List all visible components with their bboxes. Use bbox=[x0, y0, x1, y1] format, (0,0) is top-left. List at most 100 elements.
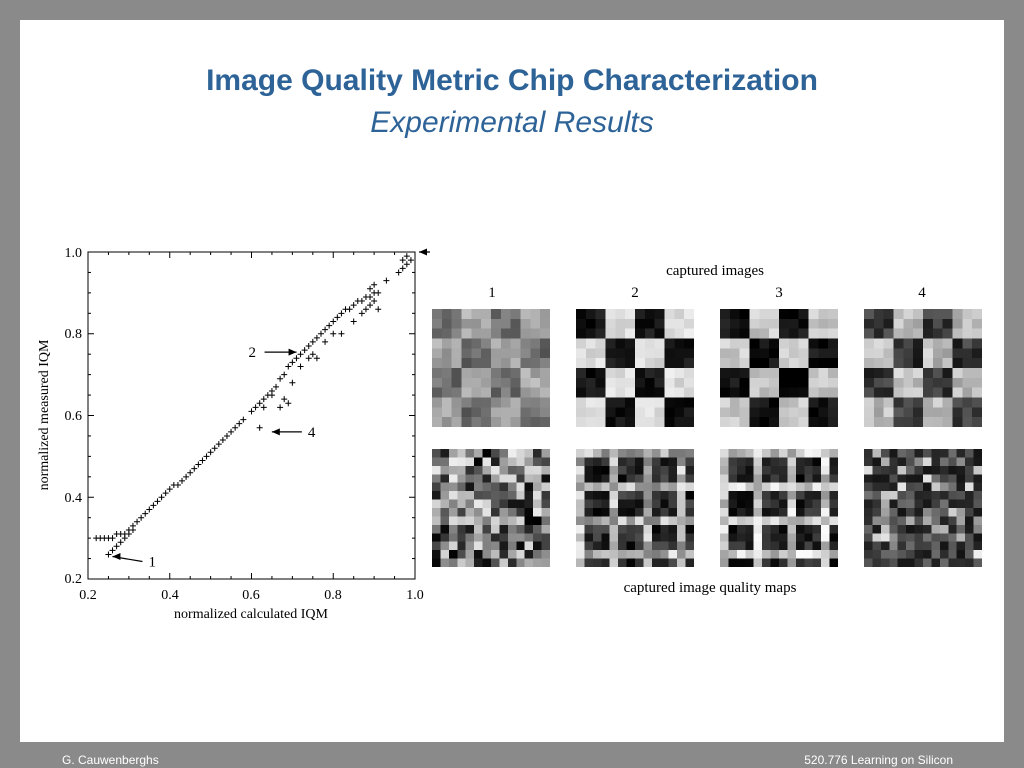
quality-map-4 bbox=[864, 449, 982, 567]
y-tick-labels: 0.2 0.4 0.6 0.8 1.0 bbox=[65, 246, 83, 587]
data-points bbox=[93, 253, 414, 558]
data-point bbox=[367, 285, 374, 292]
data-point bbox=[338, 330, 345, 337]
data-point bbox=[309, 338, 316, 345]
data-point bbox=[358, 298, 365, 305]
data-point bbox=[117, 539, 124, 546]
y-tick-label: 0.2 bbox=[65, 572, 83, 587]
data-point bbox=[146, 506, 153, 513]
data-point bbox=[281, 371, 288, 378]
data-point bbox=[121, 535, 128, 542]
data-point bbox=[407, 257, 414, 264]
data-point bbox=[203, 453, 210, 460]
image-label-1: 1 bbox=[488, 285, 496, 301]
data-point bbox=[187, 469, 194, 476]
quality-map-1 bbox=[432, 449, 550, 567]
x-axis-label: normalized calculated IQM bbox=[174, 607, 328, 622]
data-point bbox=[277, 375, 284, 382]
data-point bbox=[362, 306, 369, 313]
data-point bbox=[285, 400, 292, 407]
data-point bbox=[305, 343, 312, 350]
data-point bbox=[301, 347, 308, 354]
data-point bbox=[273, 383, 280, 390]
quality-maps-caption: captured image quality maps bbox=[623, 580, 797, 596]
data-point bbox=[260, 404, 267, 411]
slide-title: Image Quality Metric Chip Characterizati… bbox=[206, 64, 818, 97]
data-point bbox=[334, 314, 341, 321]
data-point bbox=[305, 355, 312, 362]
annotation-label: 2 bbox=[249, 345, 256, 361]
data-point bbox=[371, 298, 378, 305]
data-point bbox=[367, 293, 374, 300]
captured-image-1 bbox=[432, 309, 550, 427]
data-point bbox=[105, 551, 112, 558]
data-point bbox=[256, 400, 263, 407]
data-point bbox=[174, 481, 181, 488]
data-point bbox=[223, 432, 230, 439]
data-point bbox=[322, 338, 329, 345]
plot-frame bbox=[87, 251, 416, 580]
data-point bbox=[142, 510, 149, 517]
image-label-2: 2 bbox=[631, 285, 639, 301]
data-point bbox=[395, 269, 402, 276]
x-tick-labels: 0.2 0.4 0.6 0.8 1.0 bbox=[79, 588, 424, 603]
data-point bbox=[399, 257, 406, 264]
data-point bbox=[403, 261, 410, 268]
x-tick-label: 0.4 bbox=[161, 588, 179, 603]
image-label-4: 4 bbox=[918, 285, 926, 301]
data-point bbox=[195, 461, 202, 468]
y-tick-label: 0.6 bbox=[65, 409, 83, 424]
data-point bbox=[191, 465, 198, 472]
data-point bbox=[367, 302, 374, 309]
data-point bbox=[330, 318, 337, 325]
data-point bbox=[219, 437, 226, 444]
data-point bbox=[281, 396, 288, 403]
captured-images-caption: captured images bbox=[666, 263, 764, 279]
y-tick-label: 1.0 bbox=[65, 246, 83, 261]
quality-map-3 bbox=[720, 449, 838, 567]
data-point bbox=[371, 281, 378, 288]
data-point bbox=[313, 334, 320, 341]
data-point bbox=[162, 490, 169, 497]
annotation-label: 1 bbox=[148, 555, 156, 571]
data-point bbox=[375, 306, 382, 313]
data-point bbox=[158, 494, 165, 501]
y-tick-label: 0.8 bbox=[65, 327, 83, 342]
data-point bbox=[350, 318, 357, 325]
data-point bbox=[138, 514, 145, 521]
data-point bbox=[358, 310, 365, 317]
data-point bbox=[179, 477, 186, 484]
data-point bbox=[211, 445, 218, 452]
data-point bbox=[260, 396, 267, 403]
data-point bbox=[326, 322, 333, 329]
quality-map-2 bbox=[576, 449, 694, 567]
footer-author: G. Cauwenberghs bbox=[62, 753, 159, 767]
annotation-label: 4 bbox=[308, 425, 316, 441]
data-point bbox=[313, 355, 320, 362]
x-tick-label: 0.8 bbox=[324, 588, 342, 603]
data-point bbox=[240, 416, 247, 423]
captured-image-2 bbox=[576, 309, 694, 427]
data-point bbox=[297, 363, 304, 370]
x-tick-label: 1.0 bbox=[406, 588, 424, 603]
data-point bbox=[322, 326, 329, 333]
data-point bbox=[236, 420, 243, 427]
data-point bbox=[383, 277, 390, 284]
data-point bbox=[150, 502, 157, 509]
data-point bbox=[317, 330, 324, 337]
data-point bbox=[330, 330, 337, 337]
axis-ticks bbox=[87, 251, 416, 580]
data-point bbox=[346, 306, 353, 313]
y-axis-label: normalized measured IQM bbox=[37, 339, 52, 490]
data-point bbox=[183, 473, 190, 480]
data-point bbox=[248, 408, 255, 415]
data-point bbox=[125, 531, 132, 538]
data-point bbox=[403, 253, 410, 260]
data-point bbox=[109, 535, 116, 542]
footer-course: 520.776 Learning on Silicon bbox=[804, 753, 953, 767]
data-point bbox=[289, 359, 296, 366]
data-point bbox=[252, 404, 259, 411]
slide-subtitle: Experimental Results bbox=[370, 106, 654, 139]
data-point bbox=[228, 428, 235, 435]
data-point bbox=[289, 379, 296, 386]
